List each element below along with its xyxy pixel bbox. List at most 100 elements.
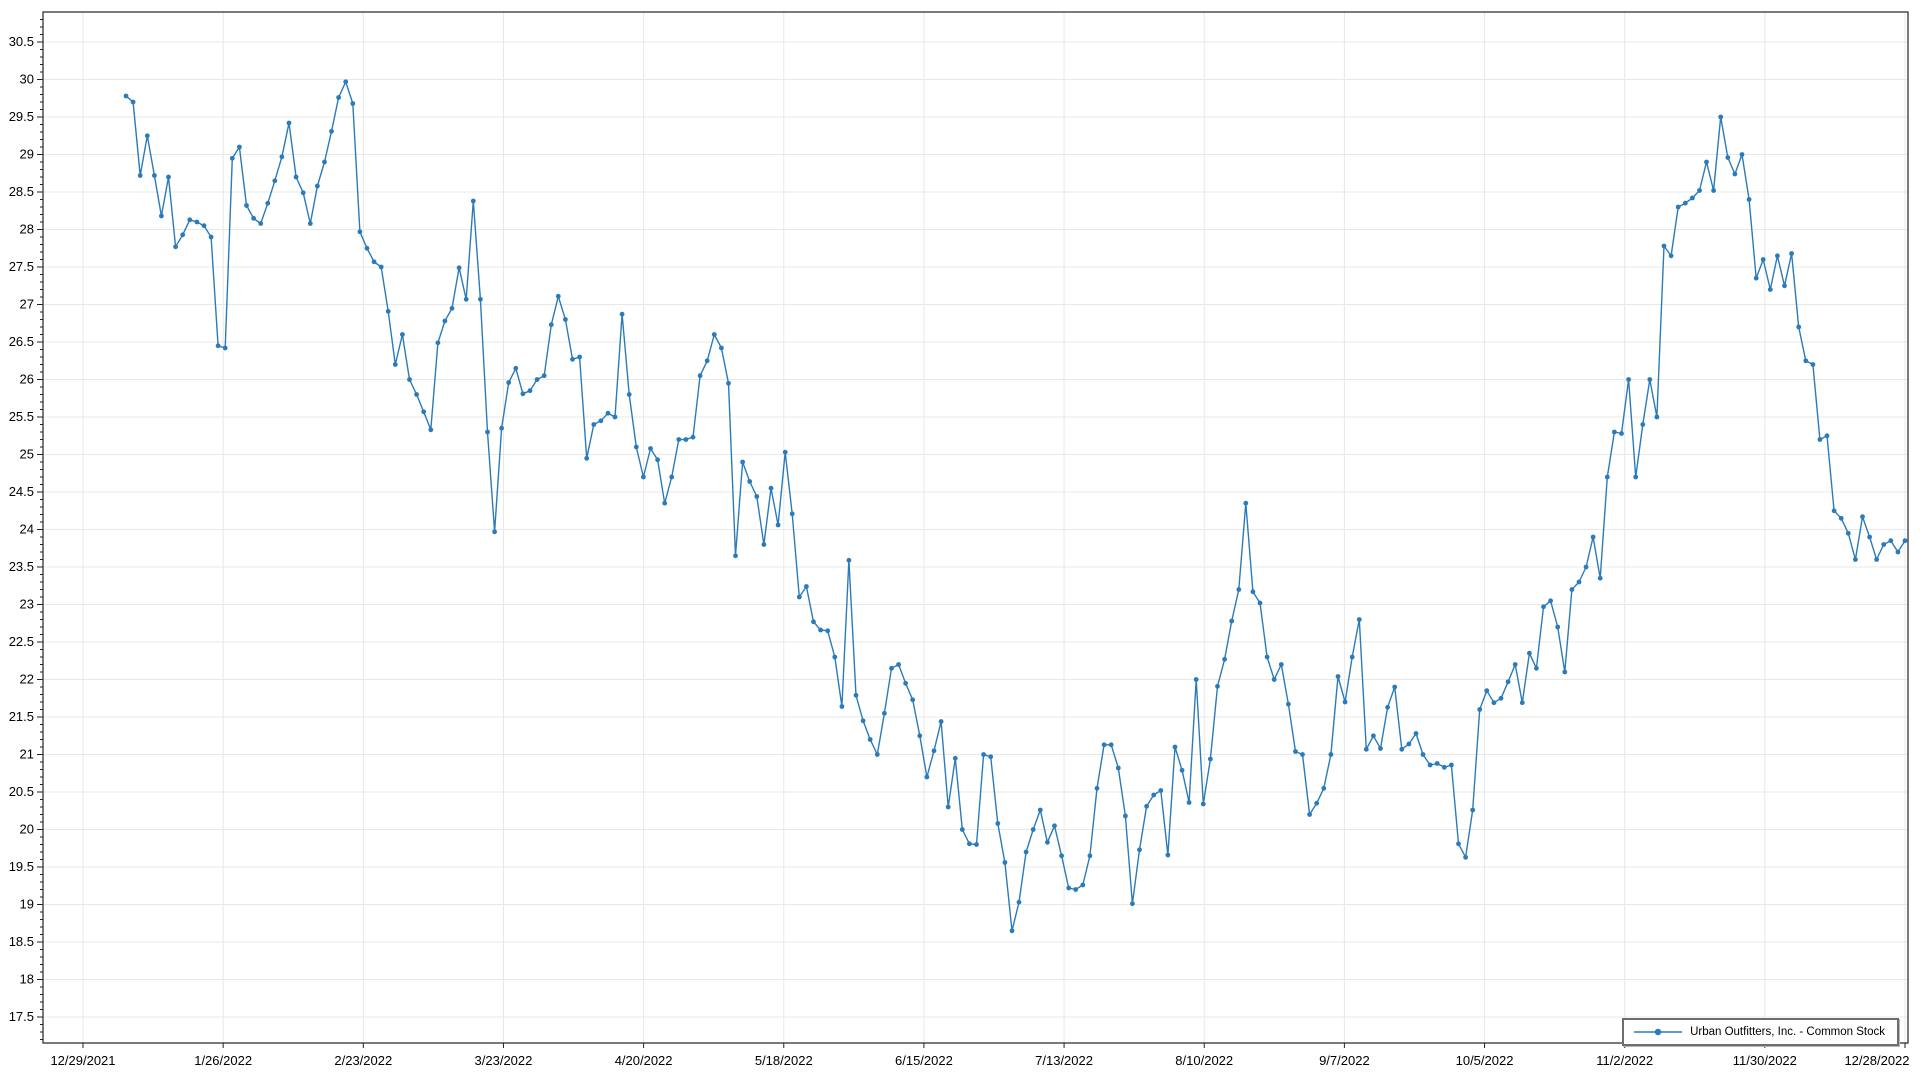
data-point-marker xyxy=(1257,600,1263,606)
data-point-marker xyxy=(1045,839,1050,845)
data-point-marker xyxy=(463,296,469,302)
data-point-marker xyxy=(1392,684,1398,690)
data-point-marker xyxy=(775,522,781,528)
y-tick-label: 24.5 xyxy=(9,484,34,499)
data-point-marker xyxy=(1356,617,1362,622)
data-point-marker xyxy=(1867,534,1872,540)
data-point-marker xyxy=(499,425,504,431)
data-point-marker xyxy=(1385,704,1390,710)
data-point-marker xyxy=(506,380,512,385)
y-tick-label: 30.5 xyxy=(9,34,34,49)
data-point-marker xyxy=(1349,654,1355,660)
y-tick-label: 19 xyxy=(20,897,34,912)
data-point-marker xyxy=(796,594,802,600)
data-point-marker xyxy=(1193,677,1199,682)
data-point-marker xyxy=(1307,812,1312,817)
data-point-marker xyxy=(655,457,660,463)
data-point-marker xyxy=(1250,589,1256,595)
data-point-marker xyxy=(846,557,852,563)
data-point-marker xyxy=(1406,741,1412,747)
data-point-marker xyxy=(414,392,419,397)
x-tick-label: 12/29/2021 xyxy=(50,1053,115,1068)
data-point-marker xyxy=(981,752,986,757)
data-point-marker xyxy=(1789,251,1794,256)
data-point-marker xyxy=(612,414,618,420)
data-point-marker xyxy=(1236,587,1242,592)
x-tick-label: 9/7/2022 xyxy=(1319,1053,1370,1068)
data-point-marker xyxy=(1420,752,1426,757)
data-point-marker xyxy=(1576,579,1582,585)
data-point-marker xyxy=(633,444,639,450)
y-tick-label: 17.5 xyxy=(9,1009,34,1024)
data-point-marker xyxy=(527,388,533,394)
data-point-marker xyxy=(1208,756,1213,762)
data-point-marker xyxy=(804,584,809,589)
data-point-marker xyxy=(1172,744,1178,750)
data-point-marker xyxy=(1371,733,1376,739)
data-point-marker xyxy=(222,345,228,351)
data-point-marker xyxy=(1179,767,1185,773)
data-point-marker xyxy=(1094,785,1100,791)
data-point-marker xyxy=(648,446,653,451)
data-point-marker xyxy=(882,710,887,716)
data-point-marker xyxy=(237,144,242,150)
data-point-marker xyxy=(449,305,455,311)
data-point-marker xyxy=(1123,813,1128,819)
legend[interactable]: Urban Outfitters, Inc. - Common Stock xyxy=(1622,1018,1899,1046)
data-point-marker xyxy=(1647,377,1653,382)
data-point-marker xyxy=(194,219,200,225)
data-point-marker xyxy=(400,332,405,337)
data-point-marker xyxy=(1108,742,1114,748)
data-point-marker xyxy=(315,183,320,189)
data-point-marker xyxy=(1052,823,1057,829)
data-point-marker xyxy=(1115,765,1121,771)
data-point-marker xyxy=(1378,746,1383,751)
legend-series-label: Urban Outfitters, Inc. - Common Stock xyxy=(1690,1026,1885,1038)
data-point-marker xyxy=(1335,674,1341,679)
data-point-marker xyxy=(676,437,682,442)
data-point-marker xyxy=(683,437,689,442)
data-point-marker xyxy=(1399,746,1405,752)
data-point-marker xyxy=(626,392,632,397)
data-point-marker xyxy=(286,120,292,126)
y-tick-label: 20 xyxy=(20,822,34,837)
x-tick-label: 7/13/2022 xyxy=(1035,1053,1093,1068)
data-point-marker xyxy=(1881,542,1887,547)
data-point-marker xyxy=(1760,257,1766,262)
data-point-marker xyxy=(137,173,143,178)
x-tick-label: 2/23/2022 xyxy=(334,1053,392,1068)
data-point-marker xyxy=(1271,677,1277,682)
data-point-marker xyxy=(180,232,186,238)
data-point-marker xyxy=(1562,669,1568,675)
data-point-marker xyxy=(1633,474,1639,480)
data-point-marker xyxy=(711,332,717,337)
y-tick-label: 27.5 xyxy=(9,259,34,274)
data-point-marker xyxy=(903,680,908,686)
data-point-marker xyxy=(1484,688,1490,694)
data-point-marker xyxy=(584,455,590,461)
data-point-marker xyxy=(995,821,1001,826)
data-point-marker xyxy=(548,322,554,328)
y-tick-label: 26.5 xyxy=(9,334,34,349)
data-point-marker xyxy=(1477,707,1483,712)
data-point-marker xyxy=(336,95,341,100)
data-point-marker xyxy=(123,93,129,99)
data-point-marker xyxy=(350,101,356,106)
data-point-marker xyxy=(1073,887,1079,892)
data-point-marker xyxy=(307,221,313,226)
data-point-marker xyxy=(1519,700,1525,706)
data-point-marker xyxy=(1144,803,1149,809)
x-tick-label: 5/18/2022 xyxy=(755,1053,813,1068)
data-point-marker xyxy=(818,627,823,633)
data-point-marker xyxy=(1845,530,1851,536)
data-point-marker xyxy=(1838,515,1844,521)
data-point-marker xyxy=(1853,557,1858,562)
data-point-marker xyxy=(1583,564,1589,570)
data-point-marker xyxy=(1675,204,1681,210)
data-point-marker xyxy=(534,377,540,382)
data-point-marker xyxy=(478,296,483,302)
data-point-marker xyxy=(1654,414,1660,420)
data-point-marker xyxy=(704,358,710,364)
data-point-marker xyxy=(371,259,377,265)
